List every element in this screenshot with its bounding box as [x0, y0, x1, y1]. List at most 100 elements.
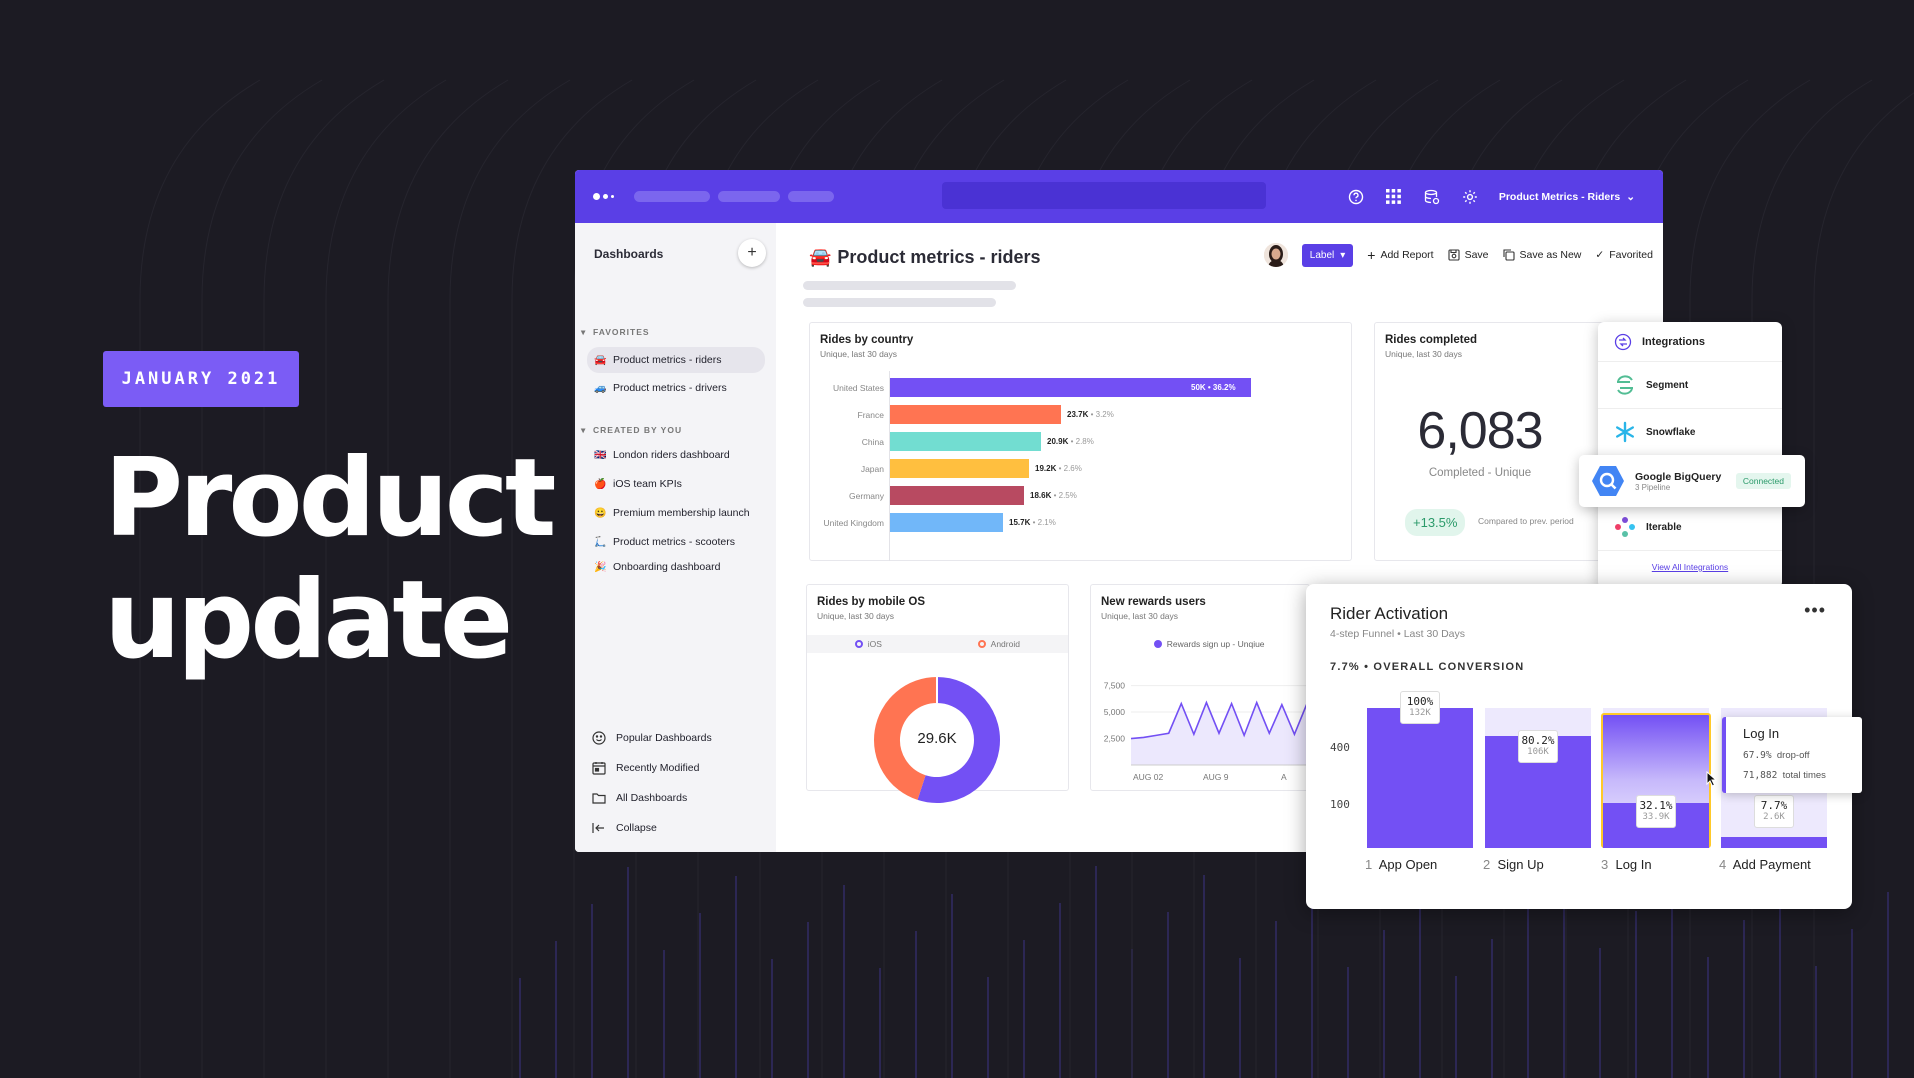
funnel-bar[interactable]	[1367, 708, 1473, 848]
more-horizontal-icon[interactable]: •••	[1804, 600, 1826, 620]
sidebar-title: Dashboards	[594, 247, 664, 261]
rides-completed-card[interactable]: Rides completed Unique, last 30 days 6,0…	[1374, 322, 1609, 561]
integrations-header: Integrations	[1598, 322, 1782, 362]
tooltip-title: Log In	[1743, 726, 1780, 741]
page-title-text: Product metrics - riders	[837, 247, 1041, 267]
help-icon[interactable]	[1347, 188, 1365, 206]
sidebar-item-london[interactable]: 🇬🇧 London riders dashboard	[587, 442, 765, 468]
card-subtitle: Unique, last 30 days	[820, 349, 898, 359]
nav-placeholder[interactable]	[718, 191, 780, 202]
label-button[interactable]: Label ▾	[1301, 243, 1354, 267]
nav-placeholder[interactable]	[634, 191, 710, 202]
rewards-legend[interactable]: Rewards sign up - Unqiue	[1154, 639, 1265, 649]
funnel-value-tag: 32.1% 33.9K	[1636, 795, 1676, 828]
legend-android[interactable]: Android	[977, 639, 1020, 649]
rider-activation-card[interactable]: Rider Activation 4-step Funnel • Last 30…	[1306, 584, 1862, 909]
sidebar-item-scooters[interactable]: 🛴 Product metrics - scooters	[587, 529, 765, 555]
data-icon[interactable]	[1423, 188, 1441, 206]
country-label: Germany	[849, 491, 884, 501]
all-dashboards-link[interactable]: All Dashboards	[592, 791, 687, 805]
funnel-subtitle: 4-step Funnel • Last 30 Days	[1330, 628, 1465, 640]
project-selector[interactable]: Product Metrics - Riders ⌄	[1499, 191, 1635, 203]
integration-name: Snowflake	[1646, 426, 1696, 438]
description-placeholder	[803, 298, 996, 307]
hero-title: Product update	[104, 436, 556, 683]
funnel-title: Rider Activation	[1330, 604, 1449, 623]
bg-curve	[139, 79, 261, 1078]
copy-icon	[1502, 249, 1515, 261]
card-title: Rides by country	[820, 334, 914, 346]
legend-label: Android	[990, 639, 1020, 649]
sidebar-item-premium[interactable]: 😀 Premium membership launch	[587, 500, 765, 526]
funnel-value-tag: 7.7% 2.6K	[1754, 795, 1794, 828]
bg-curve	[387, 79, 509, 1078]
connected-badge: Connected	[1735, 473, 1791, 489]
bg-curve	[449, 79, 571, 1078]
created-section-header[interactable]: ▾ CREATED BY YOU	[581, 425, 683, 435]
country-bar[interactable]	[890, 459, 1029, 478]
country-bar[interactable]	[890, 513, 1003, 532]
save-button[interactable]: Save	[1448, 249, 1489, 261]
add-dashboard-button[interactable]: +	[738, 239, 766, 267]
bg-curve	[1689, 79, 1811, 1078]
favorited-button[interactable]: ✓ Favorited	[1595, 249, 1653, 261]
scooter-icon: 🛴	[594, 536, 607, 548]
legend-label: Rewards sign up - Unqiue	[1166, 639, 1265, 649]
bg-curve	[263, 79, 385, 1078]
recently-modified-link[interactable]: Recently Modified	[592, 761, 699, 775]
save-as-new-button[interactable]: Save as New	[1502, 249, 1581, 261]
integration-iterable[interactable]: Iterable	[1598, 504, 1782, 551]
card-title: Rides completed	[1385, 334, 1478, 346]
avatar[interactable]	[1263, 243, 1288, 267]
party-icon: 🎉	[594, 561, 607, 573]
integration-snowflake[interactable]: Snowflake	[1598, 409, 1782, 456]
sidebar-item-riders[interactable]: 🚘 Product metrics - riders	[587, 347, 765, 373]
collapse-button[interactable]: Collapse	[592, 821, 657, 835]
integration-bigquery[interactable]: Google BigQuery 3 Pipeline Connected	[1579, 455, 1805, 507]
integration-segment[interactable]: Segment	[1598, 362, 1782, 409]
bar-value-label: 15.7K • 2.1%	[1009, 518, 1056, 527]
smiley-icon	[592, 731, 606, 745]
mobile-os-card[interactable]: Rides by mobile OS Unique, last 30 days …	[806, 584, 1069, 803]
sidebar-item-ios[interactable]: 🍎 iOS team KPIs	[587, 471, 765, 497]
nav-placeholder[interactable]	[788, 191, 834, 202]
sidebar-item-label: Onboarding dashboard	[613, 561, 721, 573]
legend-ios[interactable]: iOS	[855, 639, 882, 649]
settings-icon[interactable]	[1461, 188, 1479, 206]
segment-icon	[1617, 375, 1633, 395]
donut-slice-android	[874, 677, 938, 800]
favorites-section-header[interactable]: ▾ FAVORITES	[581, 327, 650, 337]
big-number: 6,083	[1417, 402, 1543, 460]
country-bar[interactable]	[890, 378, 1251, 397]
bigquery-icon	[1592, 466, 1624, 496]
hero-title-line2: update	[104, 558, 513, 683]
country-bar[interactable]	[890, 486, 1024, 505]
car-icon: 🚘	[809, 247, 832, 267]
country-bar[interactable]	[890, 432, 1041, 451]
funnel-bar[interactable]	[1721, 837, 1827, 848]
country-label: United States	[832, 383, 884, 393]
page-title[interactable]: 🚘 Product metrics - riders	[809, 247, 1040, 268]
area-line	[1130, 700, 1308, 740]
bg-curve	[201, 79, 323, 1078]
view-all-integrations-link[interactable]: View All Integrations	[1651, 562, 1729, 572]
apps-grid-icon[interactable]	[1385, 188, 1403, 206]
sidebar-item-drivers[interactable]: 🚙 Product metrics - drivers	[587, 375, 765, 401]
calendar-icon	[592, 762, 606, 775]
country-bar[interactable]	[890, 405, 1061, 424]
rides-by-country-card[interactable]: Rides by country Unique, last 30 days Un…	[809, 322, 1352, 561]
hero-title-line1: Product	[104, 436, 556, 561]
popular-dashboards-link[interactable]: Popular Dashboards	[592, 731, 712, 745]
favorited-label: Favorited	[1609, 249, 1653, 261]
sidebar-item-onboarding[interactable]: 🎉 Onboarding dashboard	[587, 554, 765, 580]
chevron-down-icon: ⌄	[1626, 190, 1635, 203]
y-tick-label: 7,500	[1104, 681, 1126, 691]
rewards-card[interactable]: New rewards users Unique, last 30 days R…	[1090, 584, 1310, 791]
flag-icon: 🇬🇧	[594, 449, 607, 461]
logo-icon[interactable]	[593, 193, 614, 200]
add-report-button[interactable]: + Add Report	[1367, 247, 1433, 263]
bigquery-text: Google BigQuery 3 Pipeline	[1635, 471, 1721, 492]
save-label: Save	[1464, 249, 1489, 261]
change-badge: +13.5%	[1405, 509, 1466, 536]
search-bar[interactable]	[942, 182, 1266, 209]
